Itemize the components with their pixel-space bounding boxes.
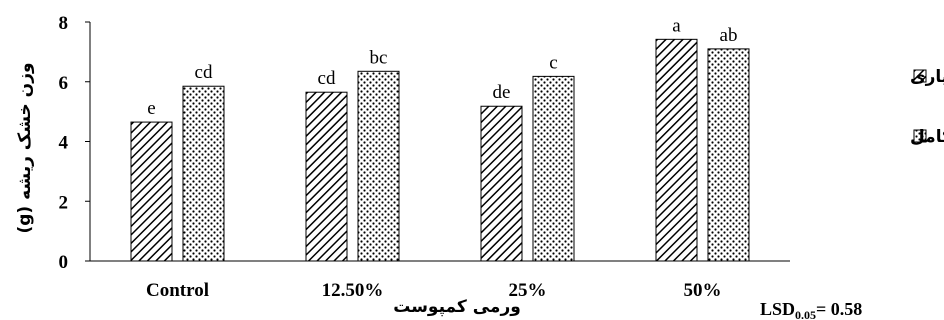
legend-swatch: [913, 69, 927, 83]
bars: e cd cd bc de c a ab: [130, 15, 750, 262]
lsd-annotation: LSD0.05= 0.58: [760, 299, 862, 320]
lsd-value: = 0.58: [816, 299, 862, 319]
bar-significance-label: de: [493, 82, 511, 103]
y-tick-label: 4: [59, 133, 69, 154]
bar: [532, 75, 575, 262]
bar-significance-label: cd: [318, 68, 336, 89]
lsd-main: LSD: [760, 299, 795, 319]
category-label: 50%: [684, 280, 722, 301]
category-labels: Control 12.50% 25% 50%: [146, 280, 721, 301]
bar: [480, 105, 523, 262]
category-label: 12.50%: [322, 280, 384, 301]
bar: [707, 48, 750, 262]
category-label: Control: [146, 280, 209, 301]
bar: [130, 121, 173, 262]
bar: [655, 38, 698, 262]
y-axis-title: وزن خشک ریشه (g): [15, 62, 35, 233]
bar-significance-label: a: [672, 15, 681, 36]
y-tick-label: 2: [59, 192, 69, 213]
y-tick-label: 0: [59, 252, 69, 273]
bar: [357, 70, 400, 262]
y-tick-label: 8: [59, 13, 69, 34]
bar-significance-label: bc: [370, 47, 388, 68]
bar: [305, 91, 348, 262]
legend: قطع آبیاری آبیاری کامل: [910, 65, 944, 147]
legend-label: آبیاری کامل: [910, 125, 944, 147]
category-label: 25%: [509, 280, 547, 301]
bar-significance-label: cd: [195, 62, 213, 83]
x-axis-title: ورمی کمپوست: [393, 297, 521, 317]
bar-significance-label: c: [549, 52, 557, 73]
bar-significance-label: ab: [720, 25, 738, 46]
legend-label: قطع آبیاری: [910, 65, 944, 87]
bar: [182, 85, 225, 262]
lsd-subscript: 0.05: [795, 308, 816, 320]
legend-swatch: [913, 129, 927, 143]
y-axis-title-group: وزن خشک ریشه (g): [15, 62, 35, 233]
y-tick-label: 6: [59, 73, 69, 94]
bar-significance-label: e: [147, 98, 155, 119]
y-ticks: 0 2 4 6 8: [59, 13, 90, 273]
